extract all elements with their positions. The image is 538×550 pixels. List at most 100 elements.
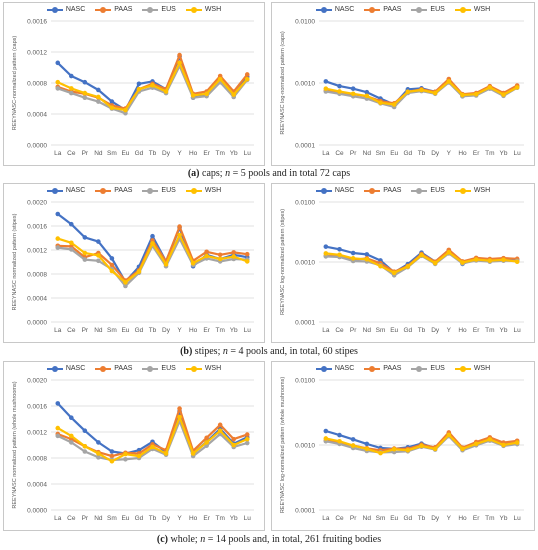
data-point-wsh <box>460 92 465 98</box>
y-tick-label: 0.0008 <box>27 81 47 88</box>
data-point-wsh <box>96 94 101 100</box>
y-tick-label: 0.0016 <box>27 224 47 231</box>
legend-item-wsh: WSH <box>185 187 222 194</box>
data-point-wsh <box>150 83 155 88</box>
x-tick-label: Tm <box>485 515 494 522</box>
legend-item-eus: EUS <box>142 365 176 372</box>
data-point-eus <box>82 449 88 454</box>
x-tick-label: Dy <box>162 327 171 334</box>
x-tick-label: Sm <box>107 150 117 157</box>
x-tick-label: Yb <box>500 327 508 334</box>
data-point-eus <box>55 245 61 250</box>
data-point-wsh <box>217 256 223 262</box>
x-tick-label: Yb <box>230 515 238 522</box>
caption-c-tag: (c) <box>156 534 168 545</box>
y-tick-label: 0.0010 <box>295 443 315 450</box>
data-point-wsh <box>244 436 250 442</box>
x-tick-label: Yb <box>230 327 238 334</box>
data-point-paas <box>231 436 236 442</box>
x-tick-label: Yb <box>500 150 508 157</box>
legend-swatch <box>411 6 428 13</box>
legend: NASC PAAS EUS WSH <box>272 6 534 13</box>
x-tick-label: Nd <box>94 150 103 157</box>
data-point-wsh <box>136 86 142 92</box>
data-point-wsh <box>446 432 452 438</box>
data-point-wsh <box>323 86 329 91</box>
x-tick-label: Pr <box>350 150 357 157</box>
legend-swatch <box>185 365 202 372</box>
legend-label: EUS <box>430 6 445 13</box>
legend-label: WSH <box>204 365 222 372</box>
x-tick-label: Gd <box>135 515 144 522</box>
x-tick-label: Y <box>177 150 182 157</box>
data-point-nasc <box>136 447 142 453</box>
x-tick-label: La <box>54 515 62 522</box>
data-point-wsh <box>123 451 128 457</box>
legend: NASC PAAS EUS WSH <box>4 187 264 194</box>
data-point-wsh <box>501 257 506 263</box>
x-tick-label: Y <box>447 327 452 334</box>
y-tick-label: 0.0001 <box>295 143 315 150</box>
legend-swatch <box>364 187 381 194</box>
x-tick-label: Eu <box>390 150 398 157</box>
caption-a: (a) caps; n = 5 pools and in total 72 ca… <box>0 168 538 179</box>
data-point-wsh <box>364 93 370 99</box>
legend-swatch <box>315 365 332 372</box>
x-tick-label: Tb <box>149 150 157 157</box>
legend-label: WSH <box>204 187 222 194</box>
x-tick-label: Ho <box>189 327 198 334</box>
legend-swatch <box>95 365 112 372</box>
y-tick-label: 0.0100 <box>295 19 315 26</box>
x-tick-label: Sm <box>107 327 117 334</box>
data-point-nasc <box>82 79 88 85</box>
x-tick-label: Pr <box>350 327 357 334</box>
data-point-eus <box>123 283 128 289</box>
data-point-eus <box>55 86 61 91</box>
legend-label: NASC <box>334 365 355 372</box>
y-tick-label: 0.0020 <box>27 378 47 385</box>
legend: NASC PAAS EUS WSH <box>272 187 534 194</box>
legend-item-paas: PAAS <box>95 6 132 13</box>
data-point-wsh <box>231 254 236 259</box>
x-tick-label: Er <box>473 515 480 522</box>
data-point-nasc <box>337 432 342 438</box>
data-point-nasc <box>96 87 101 93</box>
data-point-paas <box>244 251 250 257</box>
y-axis-label: REEYNASC log-normalized pattern (whole m… <box>280 377 286 513</box>
data-point-wsh <box>69 433 74 439</box>
data-point-nasc <box>350 86 356 91</box>
x-tick-label: Sm <box>107 515 117 522</box>
x-tick-label: Sm <box>376 150 386 157</box>
x-tick-label: Y <box>447 150 452 157</box>
data-point-wsh <box>350 256 356 261</box>
data-point-nasc <box>323 428 329 434</box>
legend-label: WSH <box>473 187 491 194</box>
data-point-wsh <box>323 436 329 441</box>
x-tick-label: La <box>54 327 62 334</box>
data-point-wsh <box>514 440 520 445</box>
y-tick-label: 0.0100 <box>295 378 315 385</box>
x-tick-label: Pr <box>82 515 89 522</box>
chart-svg: 0.0000 0.0004 0.0008 0.0012 0.0016 La Ce Pr Nd Sm… <box>12 19 254 157</box>
data-point-nasc <box>364 252 370 257</box>
x-tick-label: Gd <box>403 515 412 522</box>
x-tick-label: Dy <box>431 150 440 157</box>
legend-label: WSH <box>473 6 491 13</box>
chart-panel-stipes-log: NASC PAAS EUS WSH 0.0001 0.0010 0.0100 La Ce Pr Nd… <box>271 183 535 343</box>
x-tick-label: Lu <box>514 327 522 334</box>
chart-svg: 0.0001 0.0010 0.0100 La Ce Pr Nd Sm Eu Gd Tb Dy Y Ho E… <box>280 377 524 522</box>
data-point-nasc <box>150 233 155 239</box>
x-tick-label: Ho <box>189 515 198 522</box>
legend-swatch <box>454 187 471 194</box>
data-point-wsh <box>405 264 411 269</box>
data-point-wsh <box>163 262 169 267</box>
data-point-wsh <box>55 425 61 431</box>
data-point-wsh <box>82 90 88 96</box>
legend-label: EUS <box>430 365 445 372</box>
legend-swatch <box>454 6 471 13</box>
legend-swatch <box>411 365 428 372</box>
data-point-wsh <box>204 91 209 97</box>
data-point-paas <box>217 422 223 428</box>
data-point-nasc <box>69 221 74 227</box>
data-point-eus <box>123 457 128 462</box>
